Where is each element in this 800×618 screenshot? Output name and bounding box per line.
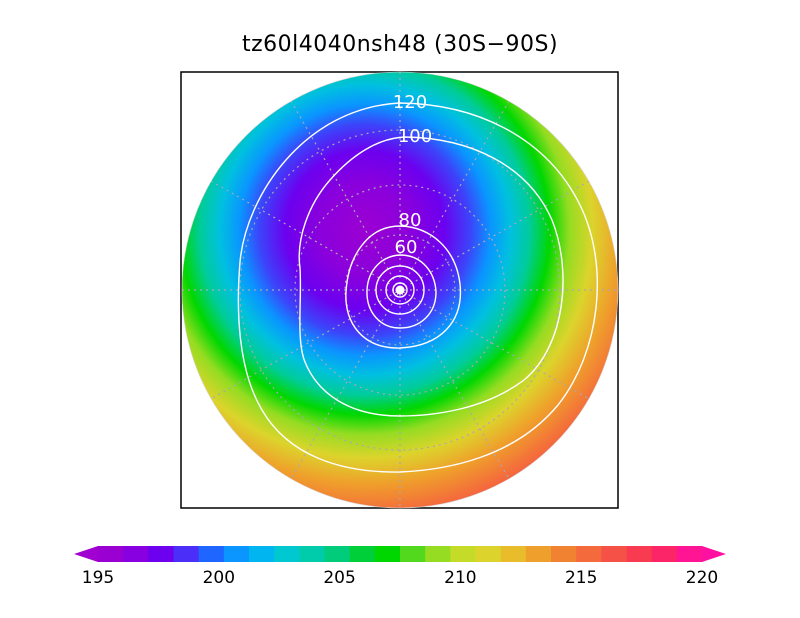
colorbar-tick-label: 210 (444, 568, 477, 588)
colorbar-swatch (249, 546, 275, 562)
colorbar-swatch (148, 546, 174, 562)
contour-80 (345, 225, 462, 349)
colorbar-swatch (98, 546, 124, 562)
colorbar-swatch (525, 546, 552, 562)
contour-label-80: 80 (399, 210, 422, 231)
colorbar-swatch (551, 546, 577, 562)
colorbar-swatch (450, 546, 476, 562)
colorbar (74, 546, 726, 562)
contour-label-60: 60 (395, 237, 418, 258)
colorbar-swatch (576, 546, 602, 562)
colorbar-swatch (173, 546, 200, 562)
contour-120 (237, 102, 599, 473)
colorbar-tick-label: 195 (81, 568, 115, 588)
colorbar-tick-label: 215 (564, 568, 598, 588)
colorbar-over-arrow (702, 546, 726, 562)
map-title: tz60l4040nsh48 (30S−90S) (241, 32, 559, 57)
colorbar-swatch (626, 546, 653, 562)
pole-marker (395, 285, 405, 295)
contour-label-100: 100 (398, 126, 432, 147)
colorbar-swatch (349, 546, 376, 562)
colorbar-tick-label: 205 (323, 568, 356, 588)
contour-lines (237, 102, 599, 473)
colorbar-swatch (374, 546, 401, 562)
colorbar-swatch (198, 546, 225, 562)
colorbar-swatch (400, 546, 426, 562)
contour-100 (298, 136, 564, 417)
contour-label-120: 120 (393, 92, 427, 113)
colorbar-swatch (324, 546, 351, 562)
colorbar-swatch (223, 546, 250, 562)
contour-60 (366, 254, 437, 329)
colorbar-under-arrow (74, 546, 98, 562)
colorbar-tick-label: 220 (685, 568, 719, 588)
colorbar-swatch (123, 546, 149, 562)
colorbar-tick-label: 200 (202, 568, 236, 588)
temperature-field (182, 72, 618, 508)
colorbar-swatch (299, 546, 325, 562)
colorbar-swatch (651, 546, 678, 562)
colorbar-swatch (425, 546, 451, 562)
colorbar-swatch (676, 546, 703, 562)
colorbar-swatch (500, 546, 527, 562)
colorbar-swatch (475, 546, 502, 562)
map-boundary (181, 71, 619, 509)
colorbar-swatch (274, 546, 300, 562)
colorbar-swatch (601, 546, 627, 562)
